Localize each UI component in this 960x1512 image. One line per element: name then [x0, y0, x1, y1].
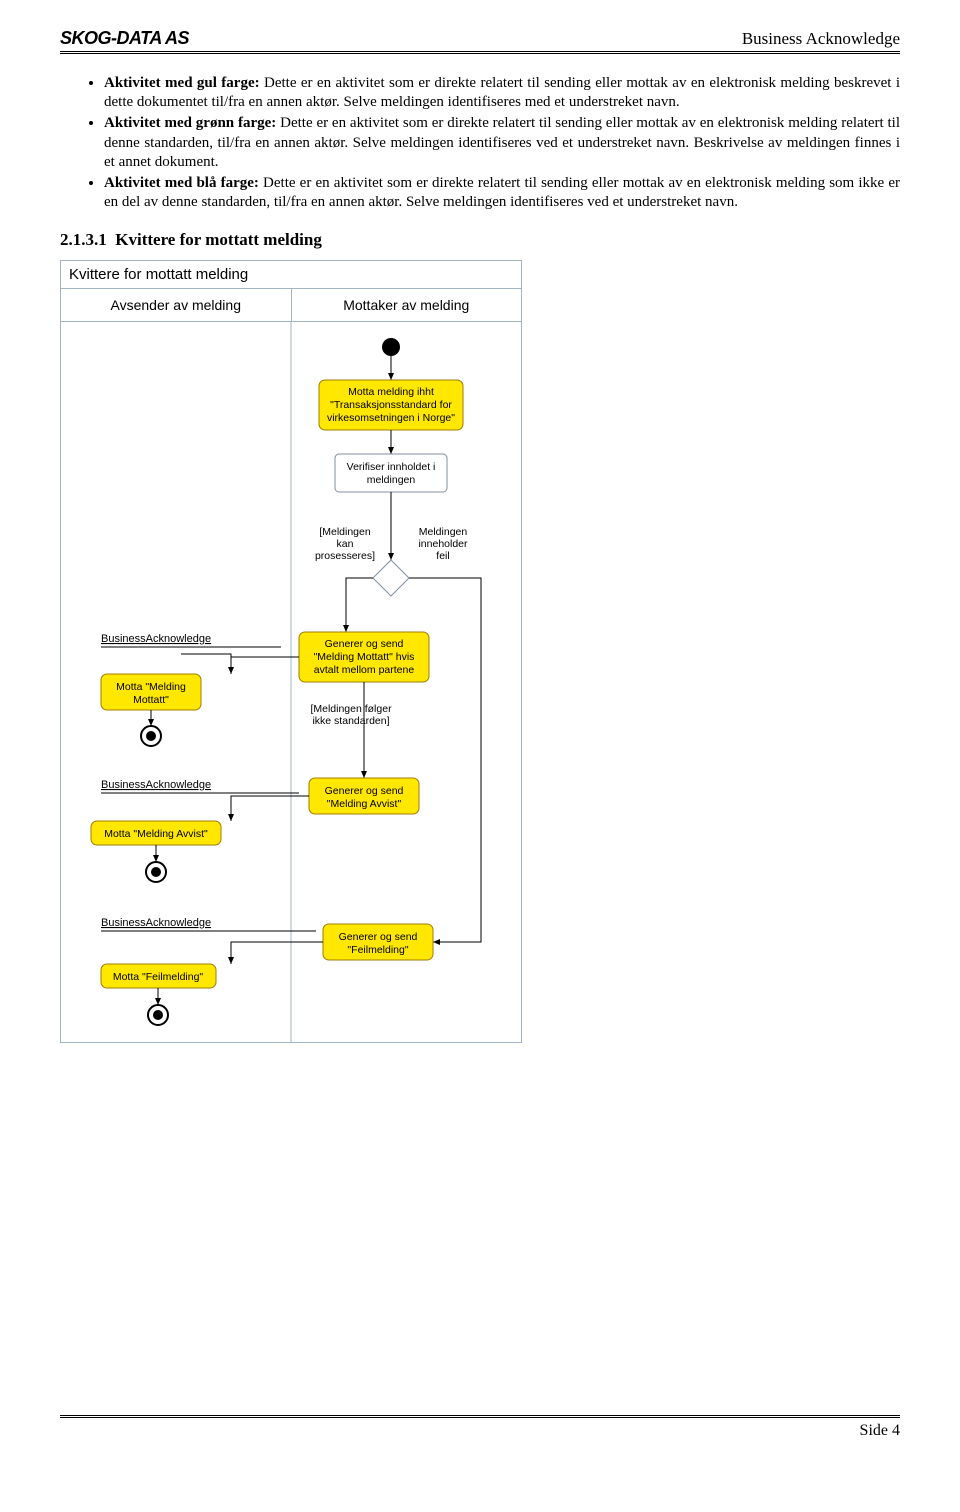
legend-item-green: Aktivitet med grønn farge: Dette er en a… — [104, 114, 900, 172]
svg-text:Motta melding ihht: Motta melding ihht — [348, 386, 434, 398]
legend-lead: Aktivitet med grønn farge: — [104, 115, 276, 131]
header-company: SKOG-DATA AS — [60, 28, 189, 49]
svg-text:Generer og send: Generer og send — [325, 785, 404, 797]
svg-text:ikke standarden]: ikke standarden] — [312, 715, 389, 727]
section-number: 2.1.3.1 — [60, 230, 107, 249]
svg-text:Generer og send: Generer og send — [339, 931, 418, 943]
page-footer: Side 4 — [60, 1415, 900, 1440]
svg-text:Mottatt": Mottatt" — [133, 694, 169, 706]
svg-text:Verifiser innholdet i: Verifiser innholdet i — [347, 461, 436, 473]
legend-item-yellow: Aktivitet med gul farge: Dette er en akt… — [104, 74, 900, 112]
legend-lead: Aktivitet med gul farge: — [104, 75, 260, 91]
decision-node — [373, 560, 409, 596]
diagram-title: Kvittere for mottatt melding — [61, 261, 521, 289]
svg-text:Motta "Feilmelding": Motta "Feilmelding" — [113, 971, 204, 983]
lane-header-receiver: Mottaker av melding — [292, 289, 522, 321]
svg-text:[Meldingen: [Meldingen — [319, 526, 371, 538]
activity-verify — [335, 454, 447, 492]
activity-diagram: Kvittere for mottatt melding Avsender av… — [60, 260, 522, 1043]
svg-text:Meldingen: Meldingen — [419, 526, 468, 538]
section-title: Kvittere for mottatt melding — [115, 230, 322, 249]
legend-item-blue: Aktivitet med blå farge: Dette er en akt… — [104, 174, 900, 212]
svg-text:Motta "Melding: Motta "Melding — [116, 681, 186, 693]
svg-text:"Melding Mottatt" hvis: "Melding Mottatt" hvis — [314, 651, 415, 663]
note-ack-1: BusinessAcknowledge — [101, 633, 211, 645]
svg-text:meldingen: meldingen — [367, 474, 416, 486]
header-doc-title: Business Acknowledge — [742, 29, 900, 49]
svg-text:Motta "Melding Avvist": Motta "Melding Avvist" — [104, 828, 208, 840]
start-node — [382, 338, 400, 356]
svg-text:"Feilmelding": "Feilmelding" — [347, 944, 408, 956]
svg-text:avtalt mellom partene: avtalt mellom partene — [314, 664, 415, 676]
svg-text:[Meldingen følger: [Meldingen følger — [310, 703, 392, 715]
svg-text:feil: feil — [436, 550, 449, 562]
section-heading: 2.1.3.1 Kvittere for mottatt melding — [60, 230, 900, 250]
flowchart-svg: Motta melding ihht "Transaksjonsstandard… — [61, 322, 521, 1042]
svg-text:Generer og send: Generer og send — [325, 638, 404, 650]
page: SKOG-DATA AS Business Acknowledge Aktivi… — [0, 0, 960, 1468]
svg-text:kan: kan — [337, 538, 354, 550]
note-ack-2: BusinessAcknowledge — [101, 779, 211, 791]
swimlane-headers: Avsender av melding Mottaker av melding — [61, 289, 521, 322]
note-ack-3: BusinessAcknowledge — [101, 917, 211, 929]
svg-text:inneholder: inneholder — [418, 538, 468, 550]
svg-text:prosesseres]: prosesseres] — [315, 550, 375, 562]
legend-list: Aktivitet med gul farge: Dette er en akt… — [60, 74, 900, 212]
body-content: Aktivitet med gul farge: Dette er en akt… — [60, 74, 900, 1043]
svg-text:"Melding Avvist": "Melding Avvist" — [327, 798, 402, 810]
legend-lead: Aktivitet med blå farge: — [104, 175, 259, 191]
svg-text:"Transaksjonsstandard for: "Transaksjonsstandard for — [330, 399, 452, 411]
svg-text:virkesomsetningen i Norge": virkesomsetningen i Norge" — [327, 412, 455, 424]
lane-header-sender: Avsender av melding — [61, 289, 292, 321]
page-header: SKOG-DATA AS Business Acknowledge — [60, 28, 900, 54]
page-number: Side 4 — [860, 1422, 900, 1439]
